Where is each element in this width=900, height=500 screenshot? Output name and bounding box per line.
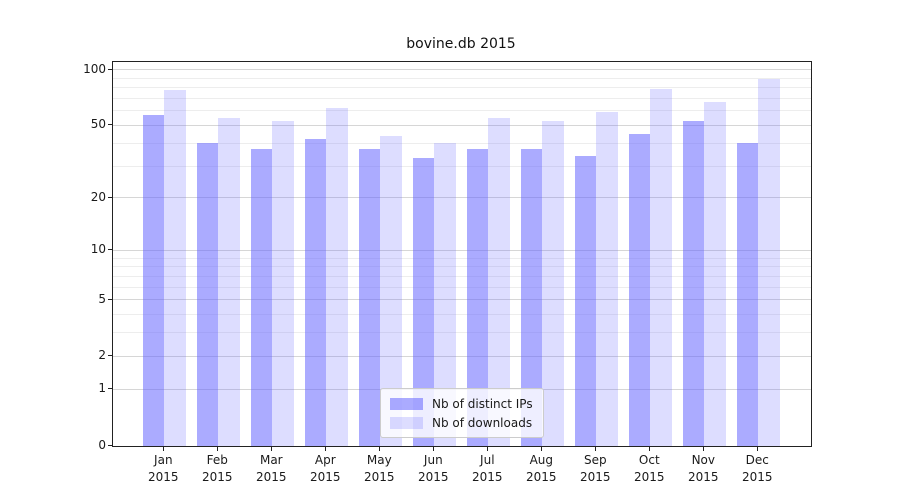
x-tick-label: Jul 2015 xyxy=(472,453,503,484)
bar-dec-downloads xyxy=(758,79,780,446)
x-tick-label: Dec 2015 xyxy=(742,453,773,484)
bar-jul-ips xyxy=(466,149,489,446)
bar-aug-ips xyxy=(520,149,543,446)
gridline-minor xyxy=(113,332,811,334)
gridline-major xyxy=(113,355,811,357)
legend: Nb of distinct IPs Nb of downloads xyxy=(380,388,544,438)
gridline-minor xyxy=(113,87,811,89)
x-tick-label: Oct 2015 xyxy=(634,453,665,484)
bar-jan-downloads xyxy=(164,89,186,446)
x-tick-label: Jan 2015 xyxy=(148,453,179,484)
y-tick-label: 0 xyxy=(98,438,106,452)
y-axis-tick xyxy=(108,68,112,70)
gridline-minor xyxy=(113,286,811,288)
y-tick-label: 20 xyxy=(90,189,106,204)
legend-swatch xyxy=(390,416,423,429)
gridline-minor xyxy=(113,97,811,99)
gridline-minor xyxy=(113,110,811,112)
bar-sep-downloads xyxy=(596,112,618,446)
legend-label: Nb of downloads xyxy=(432,415,533,430)
x-axis-tick xyxy=(594,447,596,451)
bar-mar-downloads xyxy=(272,120,294,446)
x-axis-tick xyxy=(756,447,758,451)
x-axis-tick xyxy=(540,447,542,451)
y-axis-tick xyxy=(108,355,112,357)
bar-sep-ips xyxy=(574,156,597,446)
y-axis-tick xyxy=(108,445,112,446)
bar-feb-downloads xyxy=(218,117,240,446)
gridline-major xyxy=(113,299,811,301)
x-axis-tick xyxy=(702,447,704,451)
y-tick-label: 5 xyxy=(98,291,106,306)
bar-jul-downloads xyxy=(488,117,510,446)
gridline-major xyxy=(113,249,811,251)
legend-swatch xyxy=(390,397,423,410)
y-tick-label: 10 xyxy=(90,242,106,257)
bar-nov-ips xyxy=(682,120,705,446)
x-axis-tick xyxy=(216,447,218,451)
bar-feb-ips xyxy=(196,143,219,446)
bar-mar-ips xyxy=(250,149,273,446)
legend-item: Nb of distinct IPs xyxy=(390,394,534,413)
x-axis-tick xyxy=(324,447,326,451)
gridline-minor xyxy=(113,77,811,79)
x-axis-tick xyxy=(486,447,488,451)
y-axis-tick xyxy=(108,196,112,198)
legend-label: Nb of distinct IPs xyxy=(432,396,533,411)
x-tick-label: Nov 2015 xyxy=(688,453,719,484)
chart-title: bovine.db 2015 xyxy=(406,36,516,52)
y-axis-tick xyxy=(108,388,112,390)
gridline-major xyxy=(113,124,811,126)
x-tick-label: Jun 2015 xyxy=(418,453,449,484)
gridline-minor xyxy=(113,314,811,316)
x-tick-label: Aug 2015 xyxy=(526,453,557,484)
x-axis-tick xyxy=(162,447,164,451)
bar-oct-ips xyxy=(628,133,651,446)
y-tick-label: 100 xyxy=(83,61,106,76)
y-tick-label: 1 xyxy=(98,381,106,396)
bar-apr-downloads xyxy=(326,108,348,446)
bar-apr-ips xyxy=(304,139,327,446)
y-tick-label: 50 xyxy=(90,117,106,132)
gridline-minor xyxy=(113,142,811,144)
bar-oct-downloads xyxy=(650,88,672,446)
gridline-major xyxy=(113,197,811,199)
gridline-major xyxy=(113,69,811,71)
bar-may-ips xyxy=(358,149,381,446)
x-tick-label: Apr 2015 xyxy=(310,453,341,484)
y-axis-tick xyxy=(108,298,112,300)
bar-may-downloads xyxy=(380,135,402,446)
x-tick-label: Mar 2015 xyxy=(256,453,287,484)
bar-jun-downloads xyxy=(434,143,456,446)
x-tick-label: Sep 2015 xyxy=(580,453,611,484)
x-axis-tick xyxy=(378,447,380,451)
gridline-minor xyxy=(113,266,811,268)
x-axis-tick xyxy=(648,447,650,451)
plot-area xyxy=(112,61,812,447)
bar-dec-ips xyxy=(736,143,759,446)
legend-item: Nb of downloads xyxy=(390,413,534,432)
x-tick-label: Feb 2015 xyxy=(202,453,233,484)
gridline-minor xyxy=(113,257,811,259)
bar-jan-ips xyxy=(142,114,165,446)
bar-aug-downloads xyxy=(542,120,564,446)
x-tick-label: May 2015 xyxy=(364,453,395,484)
gridline-minor xyxy=(113,275,811,277)
y-tick-label: 2 xyxy=(98,348,106,363)
x-axis-tick xyxy=(432,447,434,451)
bar-jun-ips xyxy=(412,158,435,446)
gridline-minor xyxy=(113,165,811,167)
y-axis-tick xyxy=(108,124,112,126)
y-axis-tick xyxy=(108,249,112,251)
x-axis-tick xyxy=(270,447,272,451)
bar-nov-downloads xyxy=(704,101,726,446)
